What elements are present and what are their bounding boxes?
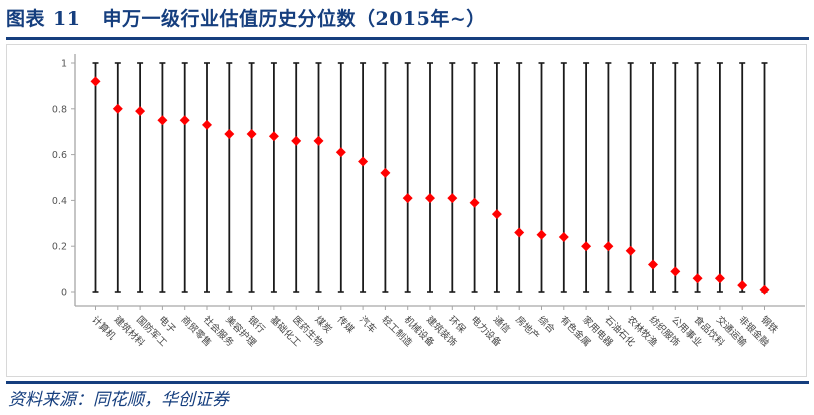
percentile-diamond-marker bbox=[514, 227, 525, 238]
x-axis bbox=[75, 305, 805, 310]
figure-title: 图表 11 申万一级行业估值历史分位数（2015年~） bbox=[6, 4, 486, 34]
y-axis: 0 0.2 0.4 0.6 0.8 1 bbox=[52, 54, 76, 306]
percentile-diamond-marker bbox=[313, 135, 324, 146]
percentile-diamond-marker bbox=[581, 241, 592, 252]
x-axis-labels: 计算机建筑材料国防军工电子 商贸零售社会服务美容护理银行 基础化工医药生物煤炭 传媒汽… bbox=[89, 314, 780, 350]
y-tick-label: 0.6 bbox=[52, 150, 67, 161]
percentile-diamond-marker bbox=[246, 128, 257, 139]
percentile-diamond-marker bbox=[179, 115, 190, 126]
y-tick-label: 0.8 bbox=[52, 104, 67, 115]
y-tick-label: 0.2 bbox=[52, 242, 67, 253]
percentile-diamond-marker bbox=[358, 156, 369, 167]
top-rule bbox=[6, 37, 809, 40]
y-tick-label: 0 bbox=[61, 288, 67, 299]
percentile-diamond-marker bbox=[402, 193, 413, 204]
percentile-diamond-marker bbox=[335, 147, 346, 158]
percentile-diamond-marker bbox=[157, 115, 168, 126]
percentile-diamond-marker bbox=[425, 193, 435, 204]
figure-title-text: 申万一级行业估值历史分位数（2015年~） bbox=[102, 8, 486, 30]
percentile-diamond-marker bbox=[135, 106, 146, 117]
percentile-diamond-marker bbox=[648, 259, 658, 270]
percentile-diamond-marker bbox=[603, 241, 614, 252]
y-tick-label: 0.4 bbox=[52, 196, 67, 207]
percentile-diamond-marker bbox=[536, 229, 547, 240]
percentile-diamond-marker bbox=[491, 209, 502, 220]
percentile-diamond-marker bbox=[692, 273, 703, 284]
figure-label: 图表 bbox=[6, 8, 46, 30]
percentile-diamond-marker bbox=[714, 273, 725, 284]
x-category-label: 计算机 bbox=[89, 314, 118, 343]
percentile-diamond-marker bbox=[202, 119, 212, 130]
figure-number: 11 bbox=[53, 8, 81, 30]
percentile-diamond-marker bbox=[380, 167, 391, 178]
percentile-diamond-marker bbox=[469, 197, 480, 208]
percentile-diamond-marker bbox=[90, 76, 101, 87]
percentile-diamond-marker bbox=[291, 135, 302, 146]
bottom-rule bbox=[6, 381, 809, 384]
percentile-markers bbox=[90, 76, 770, 295]
x-category-label: 汽车 bbox=[357, 314, 379, 336]
percentile-diamond-marker bbox=[268, 131, 279, 142]
percentile-diamond-marker bbox=[558, 232, 569, 243]
range-bars bbox=[92, 62, 768, 293]
percentile-diamond-marker bbox=[759, 284, 770, 295]
percentile-diamond-marker bbox=[670, 266, 681, 277]
x-category-label: 传媒 bbox=[335, 314, 357, 336]
x-category-label: 房地产 bbox=[513, 314, 542, 343]
percentile-diamond-marker bbox=[224, 128, 235, 139]
y-tick-label: 1 bbox=[61, 59, 67, 70]
source-note: 资料来源：同花顺，华创证券 bbox=[8, 390, 229, 410]
percentile-diamond-marker bbox=[737, 280, 748, 291]
percentile-diamond-marker bbox=[112, 103, 123, 114]
chart-frame bbox=[6, 44, 807, 377]
percentile-diamond-marker bbox=[447, 193, 458, 204]
percentile-diamond-marker bbox=[625, 245, 636, 256]
